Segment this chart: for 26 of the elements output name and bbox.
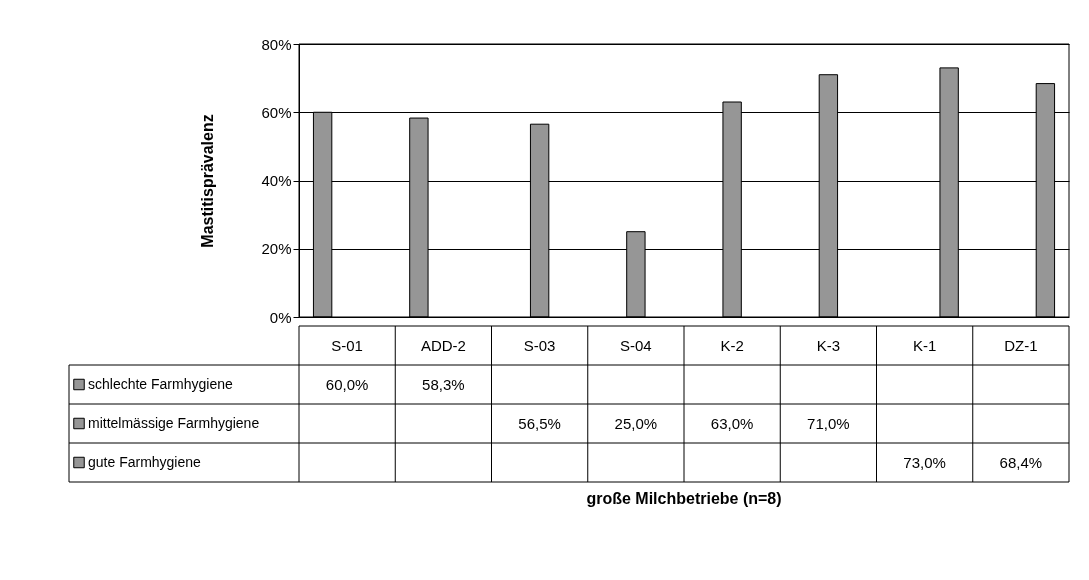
y-tick-label: 60% [261, 103, 292, 121]
x-tick-label: K-2 [720, 336, 744, 354]
data-label: 73,0% [903, 453, 946, 471]
y-axis-title: Mastitisprävalenz [199, 114, 217, 248]
y-tick-label: 0% [269, 308, 292, 326]
x-tick-label: S-04 [620, 336, 652, 354]
y-tick-label: 20% [261, 240, 292, 258]
data-label: 60,0% [325, 375, 369, 393]
data-label: 63,0% [710, 414, 754, 432]
x-tick-label: S-03 [523, 336, 556, 354]
data-label: 71,0% [807, 414, 850, 432]
x-tick-label: S-01 [331, 336, 363, 354]
x-tick-label: K-1 [912, 336, 937, 354]
data-label: 68,4% [999, 453, 1043, 471]
x-tick-label: ADD-2 [420, 336, 466, 354]
legend-label: schlechte Farmhygiene [88, 375, 233, 392]
data-label: 58,3% [422, 375, 465, 393]
text: große Milchbetriebe (n=8) [586, 489, 782, 507]
data-label: 25,0% [614, 414, 658, 432]
x-tick-label: K-3 [816, 336, 841, 354]
data-label: 56,5% [518, 414, 561, 432]
y-tick-label: 40% [261, 172, 292, 189]
y-tick-label: 80% [261, 35, 292, 53]
x-tick-label: DZ-1 [1004, 336, 1038, 354]
legend-label: gute Farmhygiene [88, 453, 202, 470]
legend-label: mittelmässige Farmhygiene [88, 414, 260, 431]
